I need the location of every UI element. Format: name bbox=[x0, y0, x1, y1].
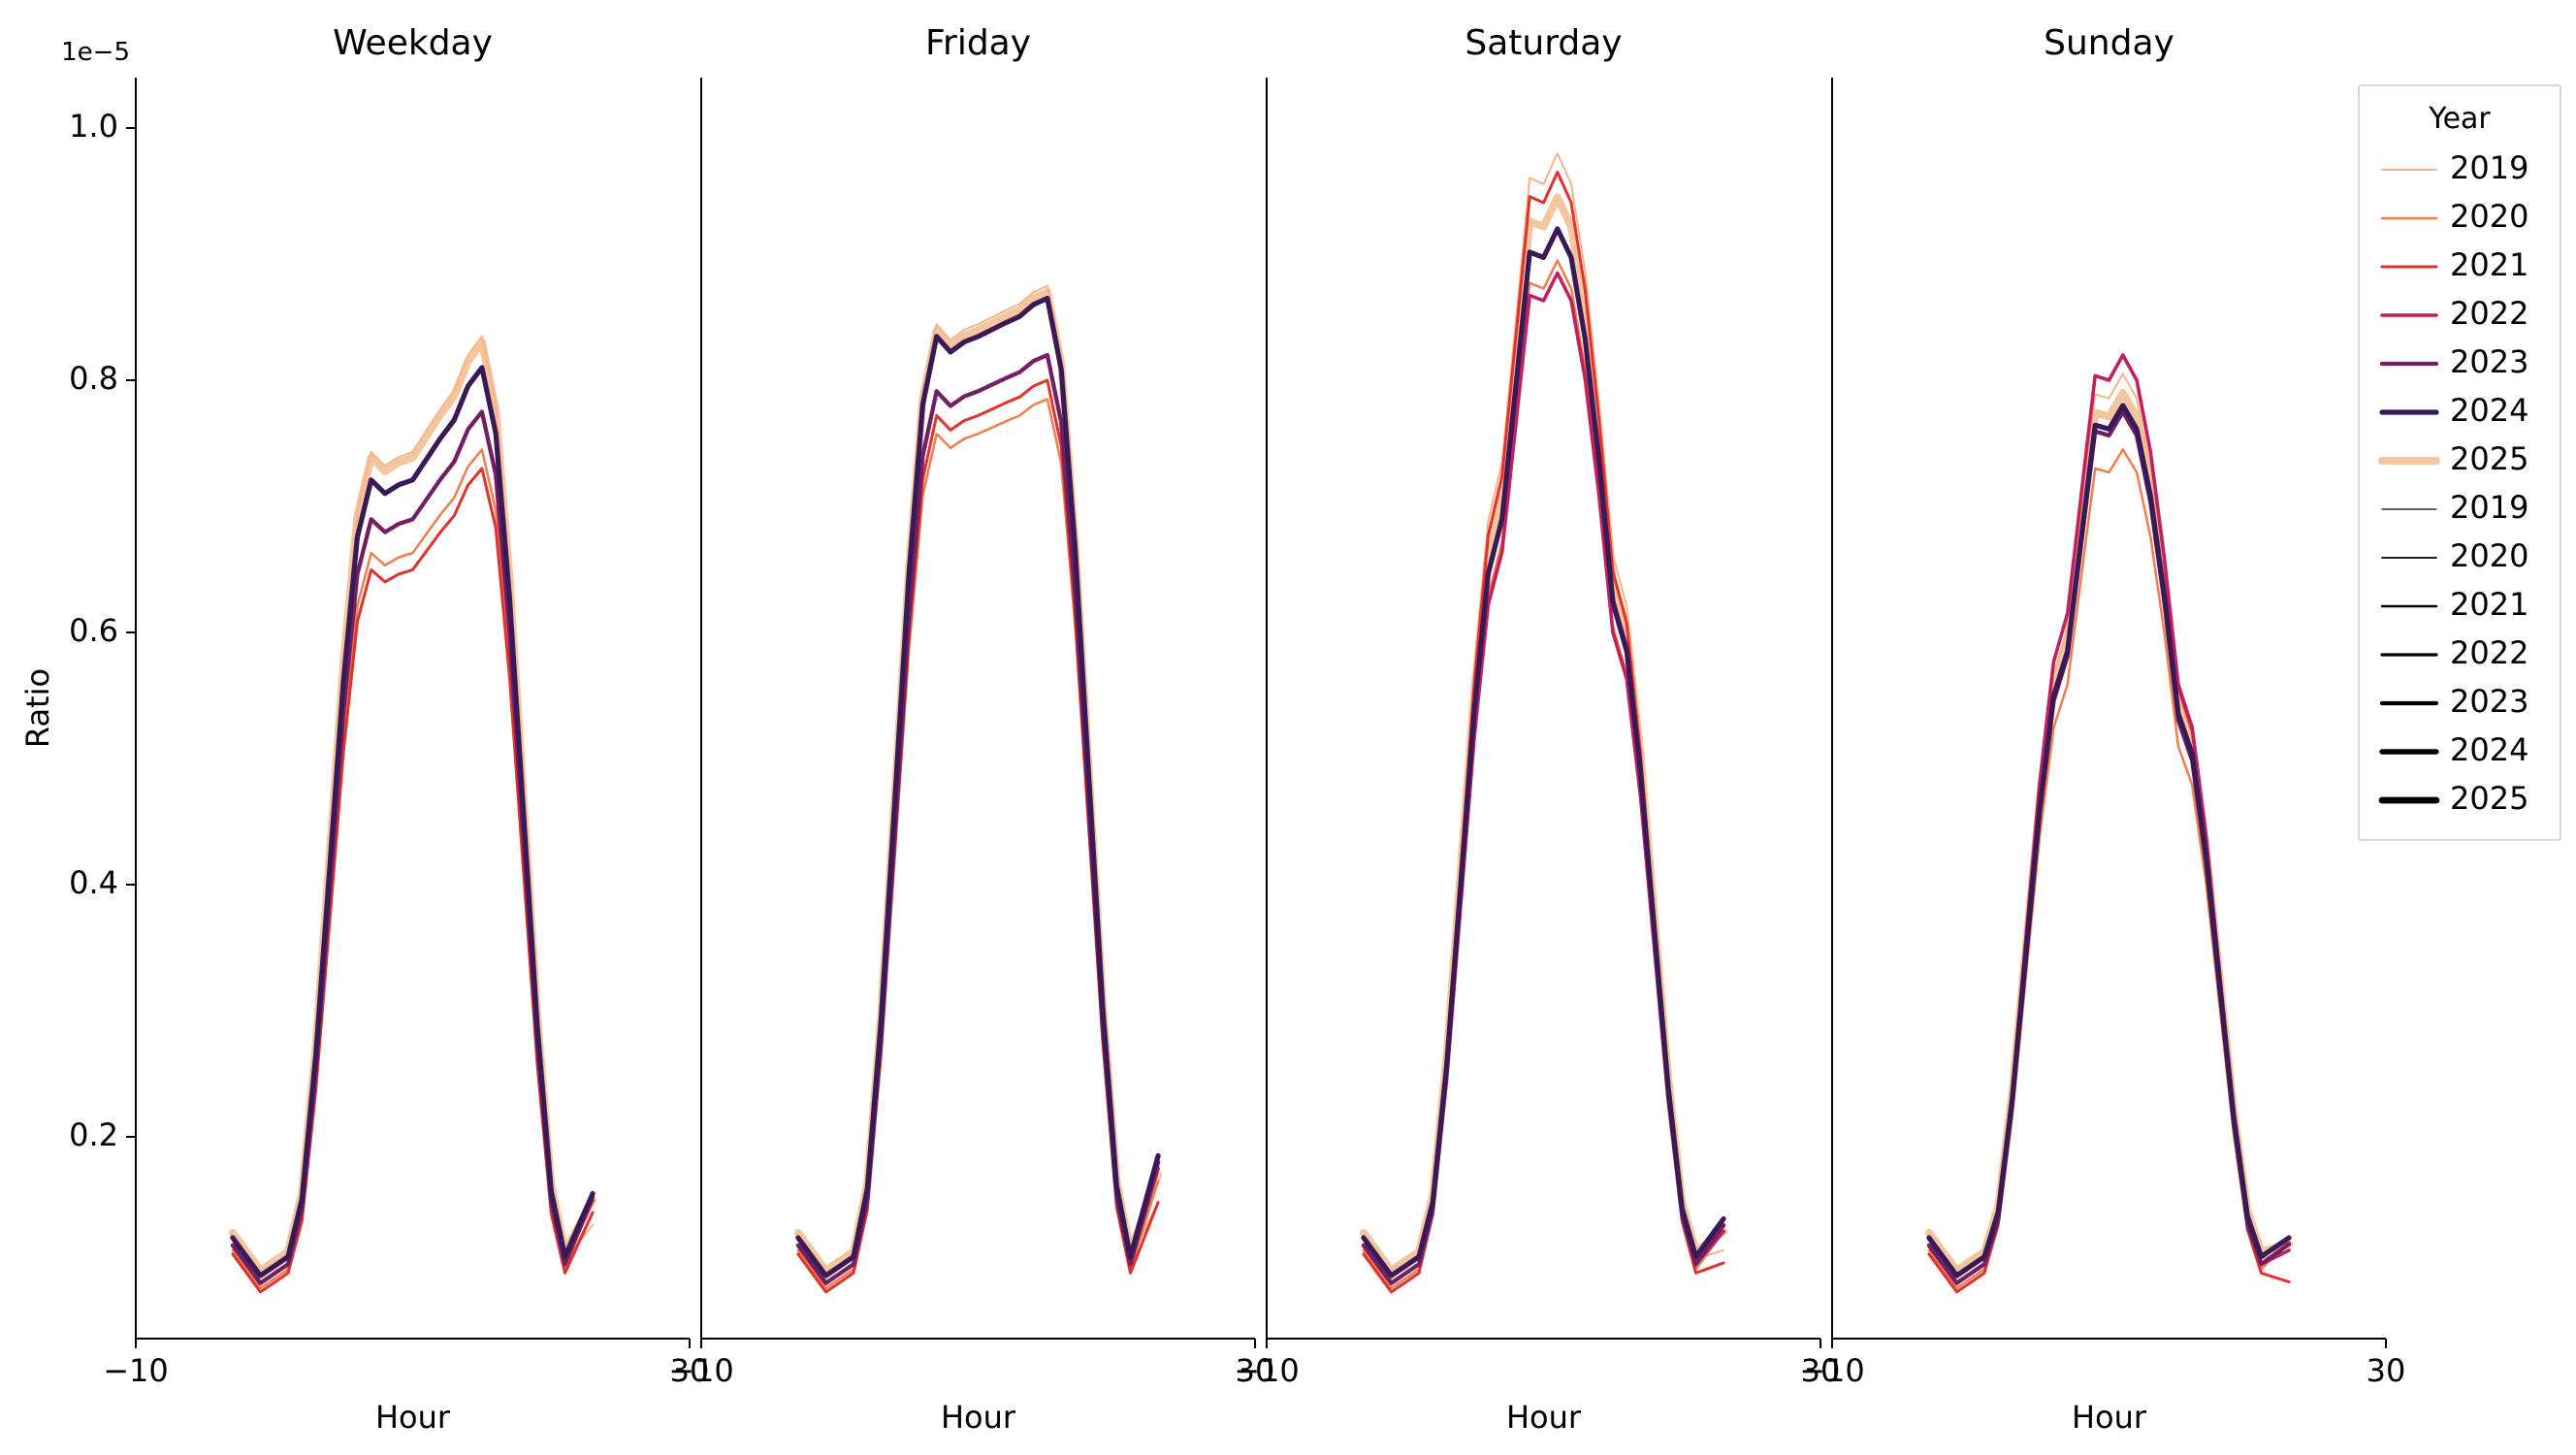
legend-title: Year bbox=[2428, 102, 2491, 136]
xaxis-label: Hour bbox=[375, 1399, 451, 1436]
legend-label: 2023 bbox=[2450, 343, 2528, 380]
legend-label: 2019 bbox=[2450, 489, 2528, 526]
panel-title: Friday bbox=[925, 23, 1031, 63]
xtick-label: −10 bbox=[1234, 1352, 1300, 1389]
legend-label: 2024 bbox=[2450, 731, 2528, 768]
xtick-label: 30 bbox=[2367, 1352, 2406, 1389]
xtick-label: −10 bbox=[1799, 1352, 1865, 1389]
panel-title: Saturday bbox=[1465, 23, 1622, 63]
legend-label: 2023 bbox=[2450, 683, 2528, 720]
legend-label: 2020 bbox=[2450, 537, 2528, 574]
legend-label: 2021 bbox=[2450, 586, 2528, 623]
ytick-label: 0.4 bbox=[69, 864, 118, 901]
ytick-label: 0.6 bbox=[69, 612, 118, 649]
xaxis-label: Hour bbox=[1506, 1399, 1582, 1436]
legend-label: 2022 bbox=[2450, 634, 2528, 671]
panel-title: Sunday bbox=[2044, 23, 2174, 63]
ytick-label: 1.0 bbox=[69, 108, 118, 145]
chart-figure: { "figure": { "width_px": 2656, "height_… bbox=[0, 0, 2576, 1455]
legend-label: 2021 bbox=[2450, 246, 2528, 283]
legend-label: 2025 bbox=[2450, 440, 2528, 477]
xaxis-label: Hour bbox=[941, 1399, 1016, 1436]
chart-svg: 0.2 0.4 0.6 0.8 1.0 Ratio 1e−5 −10 30 Hour Weekday… bbox=[0, 0, 2576, 1455]
panel-title: Weekday bbox=[333, 23, 493, 63]
y-exponent: 1e−5 bbox=[61, 38, 130, 67]
ytick-label: 0.8 bbox=[69, 360, 118, 397]
xtick-label: −10 bbox=[103, 1352, 169, 1389]
legend-label: 2024 bbox=[2450, 392, 2528, 429]
legend-label: 2019 bbox=[2450, 149, 2528, 186]
legend-label: 2025 bbox=[2450, 780, 2528, 817]
yaxis-label: Ratio bbox=[19, 668, 56, 748]
legend-label: 2022 bbox=[2450, 295, 2528, 332]
ytick-label: 0.2 bbox=[69, 1116, 118, 1153]
xtick-label: −10 bbox=[668, 1352, 734, 1389]
xaxis-label: Hour bbox=[2072, 1399, 2147, 1436]
legend-label: 2020 bbox=[2450, 198, 2528, 235]
